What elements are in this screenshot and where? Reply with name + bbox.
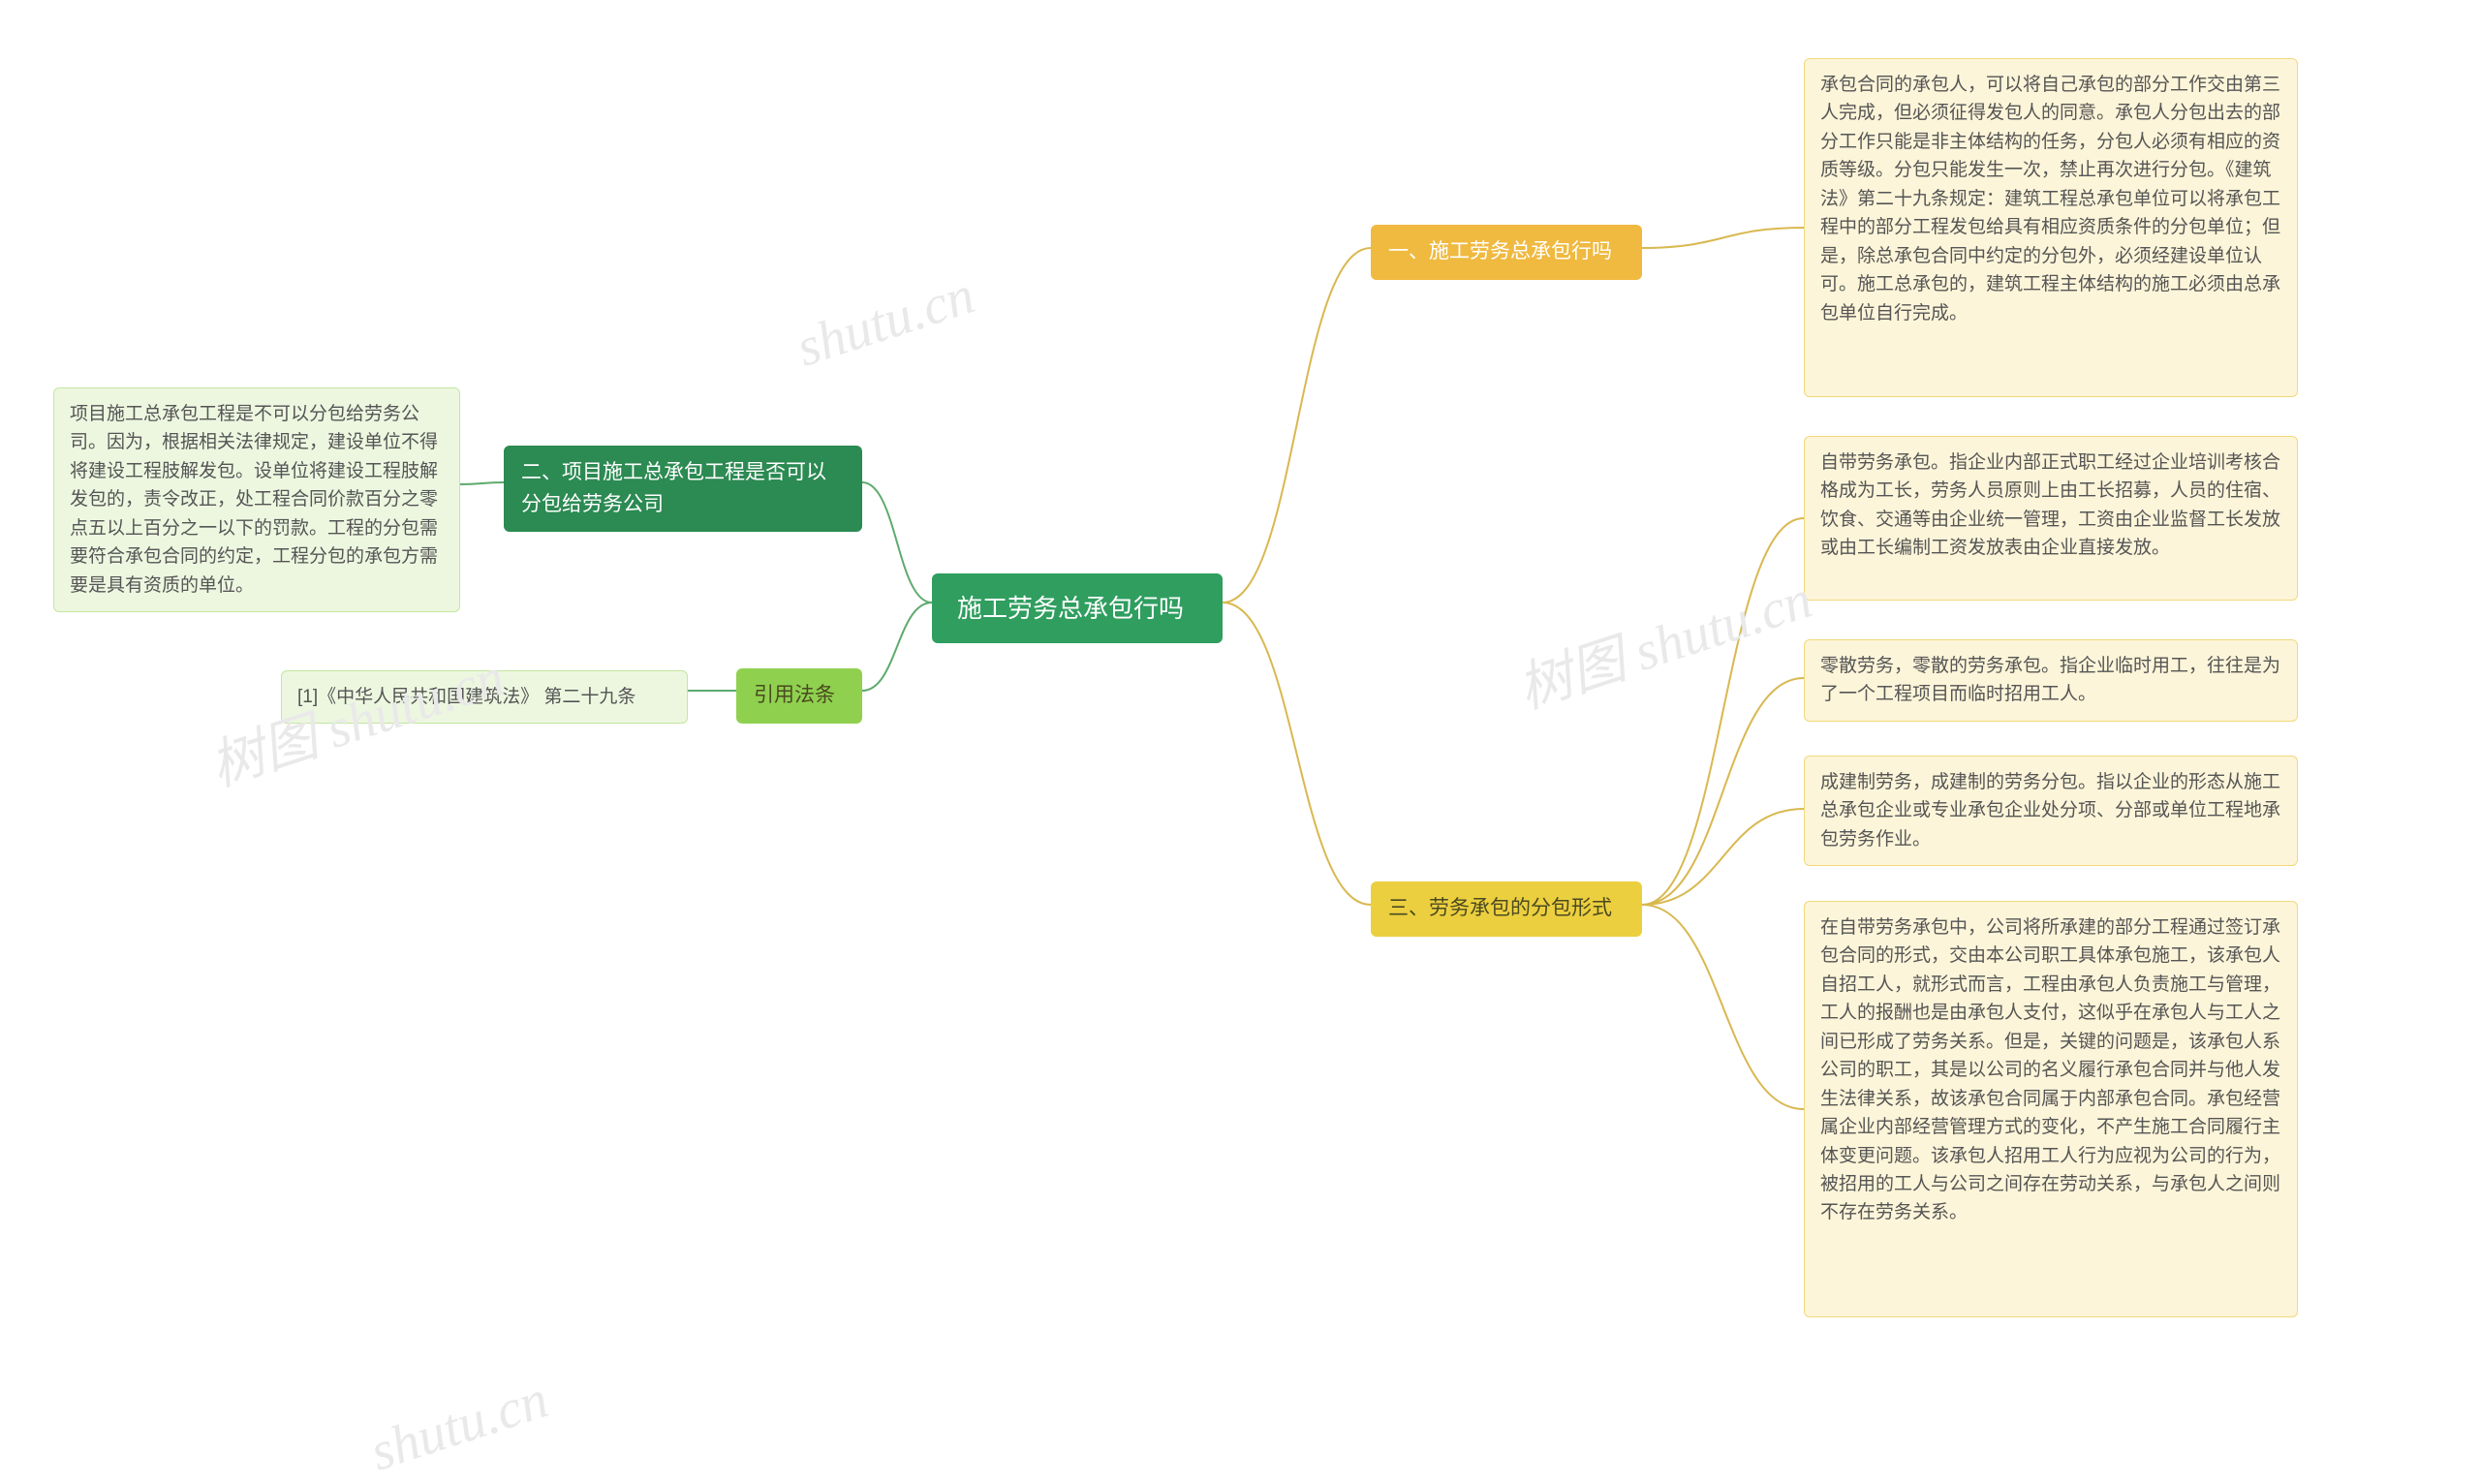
branch-b3: 三、劳务承包的分包形式 xyxy=(1371,881,1642,937)
leaf-b3-3: 在自带劳务承包中，公司将所承建的部分工程通过签订承包合同的形式，交由本公司职工具… xyxy=(1804,901,2298,1317)
leaf-b2-0: 项目施工总承包工程是不可以分包给劳务公司。因为，根据相关法律规定，建设单位不得将… xyxy=(53,387,460,612)
watermark-1: shutu.cn xyxy=(790,263,982,379)
leaf-b1-0: 承包合同的承包人，可以将自己承包的部分工作交由第三人完成，但必须征得发包人的同意… xyxy=(1804,58,2298,397)
leaf-b4-0: [1]《中华人民共和国建筑法》 第二十九条 xyxy=(281,670,688,724)
watermark-3: shutu.cn xyxy=(363,1368,556,1483)
leaf-b3-0: 自带劳务承包。指企业内部正式职工经过企业培训考核合格成为工长，劳务人员原则上由工… xyxy=(1804,436,2298,601)
leaf-b3-2: 成建制劳务，成建制的劳务分包。指以企业的形态从施工总承包企业或专业承包企业处分项… xyxy=(1804,756,2298,866)
branch-b1: 一、施工劳务总承包行吗 xyxy=(1371,225,1642,280)
root-node: 施工劳务总承包行吗 xyxy=(932,573,1223,643)
leaf-b3-1: 零散劳务，零散的劳务承包。指企业临时用工，往往是为了一个工程项目而临时招用工人。 xyxy=(1804,639,2298,722)
branch-b2: 二、项目施工总承包工程是否可以分包给劳务公司 xyxy=(504,446,862,532)
watermark-2: 树图 shutu.cn xyxy=(1506,555,1820,724)
branch-b4: 引用法条 xyxy=(736,668,862,724)
